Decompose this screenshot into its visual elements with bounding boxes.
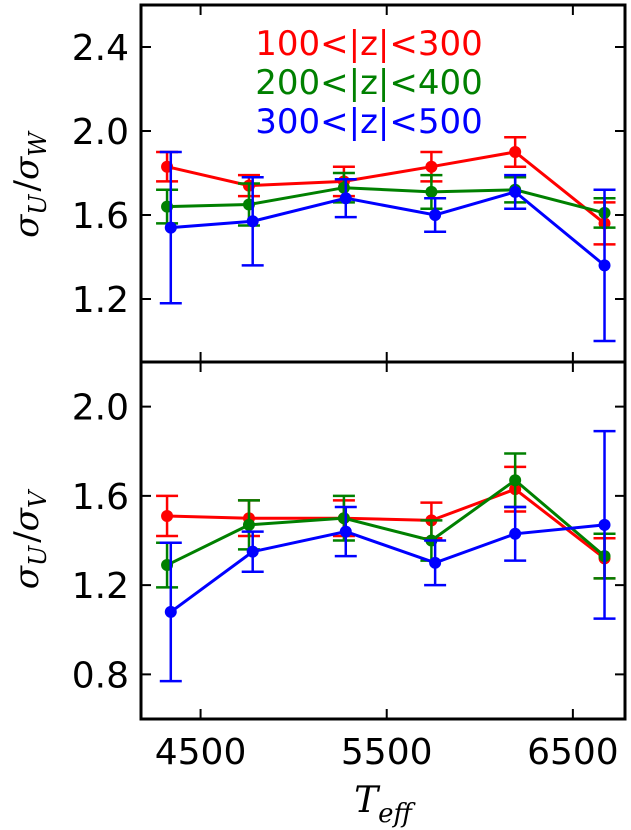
legend-entry-0: 100<|z|<300	[255, 24, 483, 64]
y-tick-label: 2.0	[72, 388, 129, 429]
series-line	[169, 523, 605, 614]
data-point	[429, 209, 442, 221]
bottom-y-axis-label: σU/σV	[7, 488, 52, 589]
series-line	[167, 186, 605, 215]
series-300<|z|<500	[159, 150, 616, 343]
data-point	[242, 518, 255, 531]
top-ticks: 1.2 1.6 2.0 2.4	[72, 5, 625, 362]
series-line	[166, 150, 606, 225]
bottom-panel: 0.8 1.2 1.6 2.0 4500 5500 6500 σU/σV Teff	[7, 360, 627, 829]
y-tick-label: 1.2	[72, 566, 129, 607]
y-tick-label: 1.6	[72, 477, 129, 518]
data-point	[425, 185, 438, 198]
top-panel: 1.2 1.6 2.0 2.4 100<|z|<300 200<|z|<400 300…	[7, 3, 627, 364]
data-point	[509, 146, 522, 158]
legend-entry-2: 300<|z|<500	[255, 102, 483, 142]
x-axis-label: Teff	[354, 780, 416, 829]
y-tick-label: 0.8	[72, 655, 129, 696]
series-line	[167, 487, 606, 560]
data-point	[598, 518, 611, 531]
data-point	[161, 509, 174, 522]
series-line	[170, 190, 606, 267]
x-tick-label: 6500	[527, 732, 619, 773]
data-point	[164, 605, 177, 618]
data-point	[339, 525, 352, 538]
top-plot-content	[156, 136, 616, 343]
series-line	[166, 478, 606, 567]
legend-entry-1: 200<|z|<400	[255, 63, 483, 103]
series-100<|z|<300	[156, 465, 616, 580]
data-point	[339, 192, 352, 205]
y-tick-label: 1.6	[72, 196, 129, 237]
y-tick-label: 1.2	[72, 280, 129, 321]
series-300<|z|<500	[159, 429, 616, 683]
data-point	[509, 185, 522, 198]
y-tick-label: 2.4	[72, 28, 129, 69]
data-point	[429, 556, 442, 569]
top-y-axis-label: σU/σW	[7, 130, 52, 238]
data-point	[246, 215, 259, 228]
x-tick-label: 4500	[155, 732, 247, 773]
bottom-panel-frame	[139, 360, 627, 721]
top-legend: 100<|z|<300 200<|z|<400 300<|z|<500	[255, 24, 483, 142]
bottom-ticks: 0.8 1.2 1.6 2.0 4500 5500 6500	[72, 362, 625, 773]
data-point	[425, 160, 438, 173]
bottom-plot-content	[156, 429, 616, 683]
data-point	[337, 512, 350, 525]
data-point	[598, 259, 611, 272]
data-point	[164, 221, 177, 234]
data-point	[509, 474, 522, 487]
data-point	[509, 527, 522, 540]
x-tick-label: 5500	[341, 732, 433, 773]
data-point	[337, 181, 350, 194]
data-point	[246, 545, 259, 558]
y-tick-label: 2.0	[72, 112, 129, 153]
